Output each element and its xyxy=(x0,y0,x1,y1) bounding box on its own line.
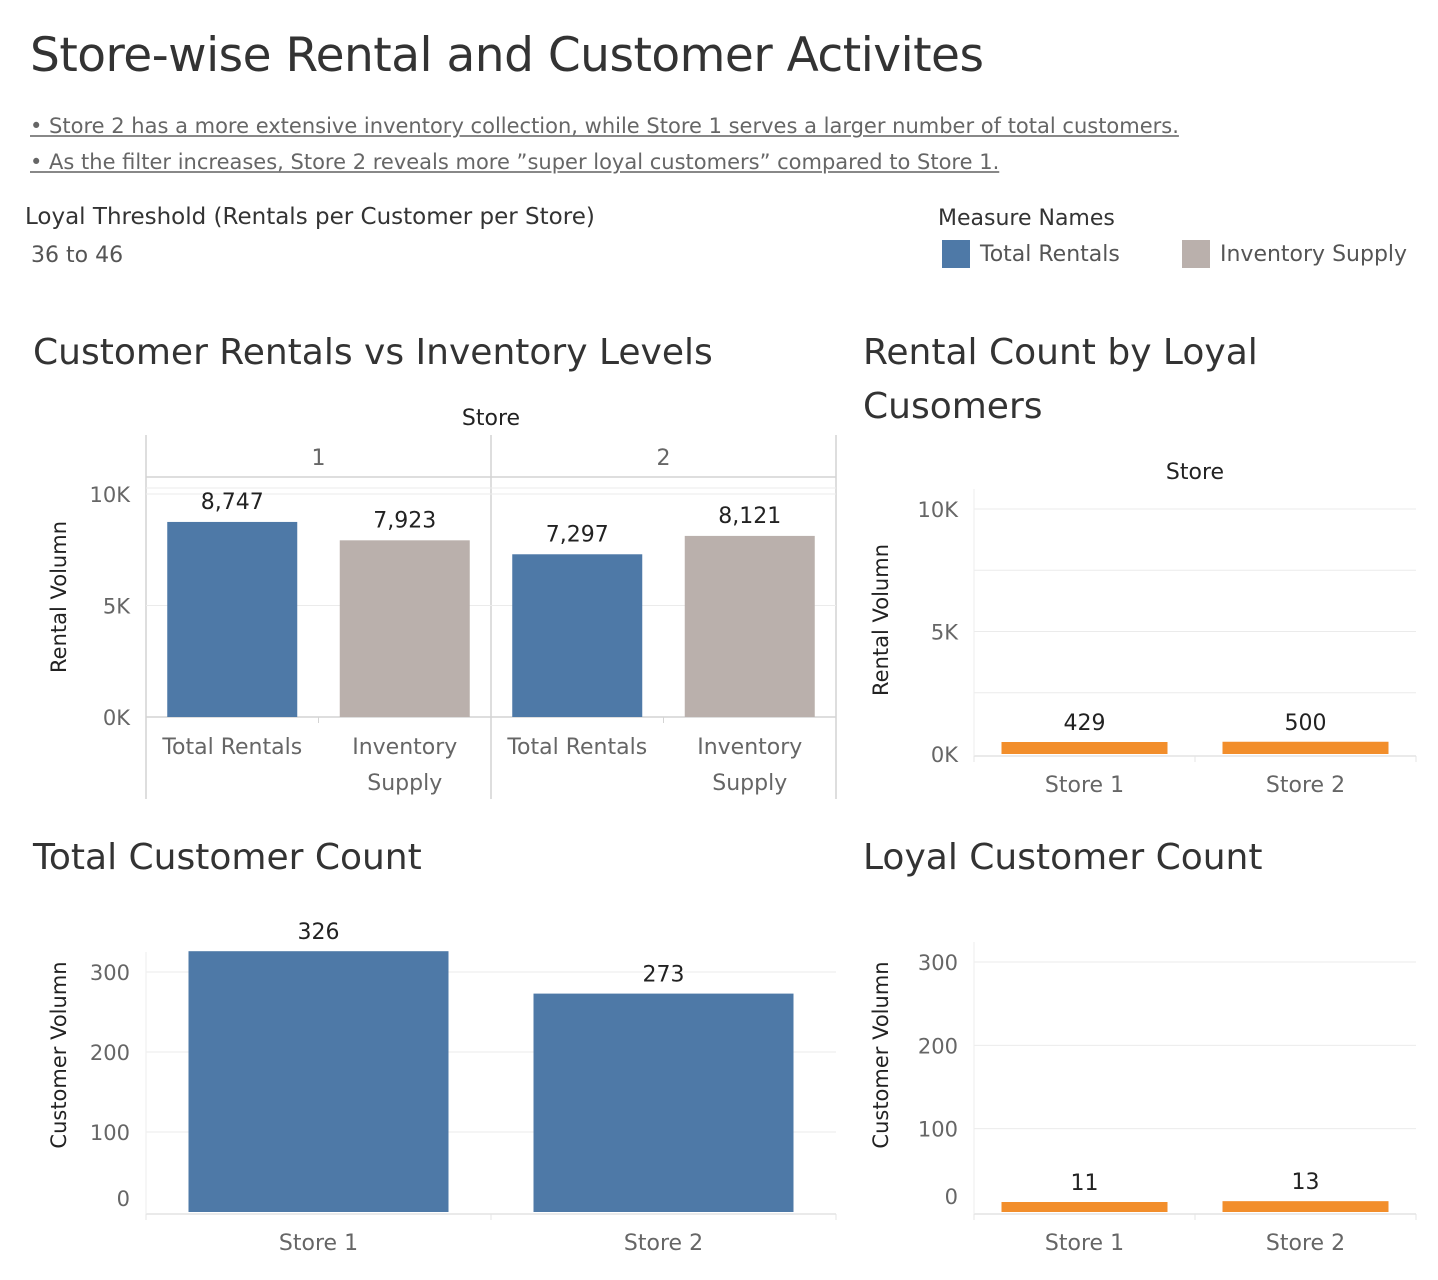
data-label: 7,923 xyxy=(373,508,436,533)
y-tick-label: 0 xyxy=(945,1185,958,1209)
panel-title-loyal-customers: Loyal Customer Count xyxy=(863,837,1263,878)
y-axis-title: Rental Volumn xyxy=(47,521,71,673)
x-tick-label: Store 1 xyxy=(1045,1231,1124,1256)
dashboard-title: Store-wise Rental and Customer Activites xyxy=(30,28,984,83)
y-axis-title: Customer Volumn xyxy=(869,961,893,1148)
data-label: 8,747 xyxy=(201,490,264,515)
x-tick-label: Supply xyxy=(367,771,442,796)
y-axis-title: Rental Volumn xyxy=(869,544,893,696)
y-tick-label: 10K xyxy=(90,483,132,507)
panel-title-loyal-rentals-line1: Rental Count by Loyal xyxy=(863,332,1258,373)
x-tick-label: Store 1 xyxy=(1045,773,1124,798)
legend-label-total-rentals: Total Rentals xyxy=(980,241,1120,267)
data-label: 7,297 xyxy=(546,522,609,547)
panel-title-rentals-vs-inventory: Customer Rentals vs Inventory Levels xyxy=(33,332,713,373)
group-header-label: 1 xyxy=(312,446,326,471)
y-tick-label: 0K xyxy=(103,706,131,730)
bar[interactable] xyxy=(1001,1202,1168,1212)
bar[interactable] xyxy=(684,535,815,717)
y-tick-label: 0 xyxy=(117,1187,130,1211)
x-tick-label: Inventory xyxy=(697,735,802,760)
y-tick-label: 300 xyxy=(90,961,130,985)
bar[interactable] xyxy=(533,993,794,1212)
y-tick-label: 300 xyxy=(918,951,958,975)
data-label: 11 xyxy=(1071,1171,1099,1196)
panel-title-loyal-rentals: Rental Count by Loyal Cusomers xyxy=(863,326,1258,434)
x-tick-label: Inventory xyxy=(352,735,457,760)
bar[interactable] xyxy=(1222,741,1389,754)
data-label: 273 xyxy=(643,963,685,988)
legend-title: Measure Names xyxy=(938,206,1115,231)
panel-title-total-customers: Total Customer Count xyxy=(33,837,422,878)
chart-loyal-rentals[interactable]: Store 0K 5K 10K Rental Volumn 429 Store 1 500 St… xyxy=(850,450,1438,820)
chart-rentals-vs-inventory[interactable]: Store 0K 5K 10K Rental Volumn 1 8,747 Total Ren… xyxy=(0,395,850,815)
bar[interactable] xyxy=(1001,742,1168,754)
data-label: 8,121 xyxy=(718,504,781,529)
x-tick-label: Total Rentals xyxy=(506,735,647,760)
legend-label-inventory-supply: Inventory Supply xyxy=(1220,241,1408,267)
column-header-store: Store xyxy=(1166,460,1224,485)
filter-label: Loyal Threshold (Rentals per Customer pe… xyxy=(25,204,595,230)
column-header-store: Store xyxy=(462,406,520,431)
legend-swatch-total-rentals xyxy=(942,240,970,268)
insight-note-1[interactable]: • Store 2 has a more extensive inventory… xyxy=(30,114,1179,138)
data-label: 13 xyxy=(1292,1170,1320,1195)
y-tick-label: 200 xyxy=(90,1041,130,1065)
x-tick-label: Total Rentals xyxy=(161,735,302,760)
x-tick-label: Store 2 xyxy=(1266,773,1345,798)
group-header-label: 2 xyxy=(657,446,671,471)
x-tick-label: Store 2 xyxy=(624,1231,703,1256)
bar[interactable] xyxy=(188,951,449,1212)
y-axis-title: Customer Volumn xyxy=(47,961,71,1148)
filter-value[interactable]: 36 to 46 xyxy=(31,243,124,268)
panel-title-loyal-rentals-line2: Cusomers xyxy=(863,386,1043,427)
y-tick-label: 0K xyxy=(931,743,959,767)
legend-item-total-rentals[interactable]: Total Rentals xyxy=(942,240,1120,268)
y-tick-label: 100 xyxy=(918,1118,958,1142)
y-tick-label: 5K xyxy=(103,595,131,619)
bar[interactable] xyxy=(512,554,643,717)
x-tick-label: Supply xyxy=(712,771,787,796)
data-label: 326 xyxy=(298,920,340,945)
x-tick-label: Store 1 xyxy=(279,1231,358,1256)
chart-loyal-customers[interactable]: 0 100 200 300 Customer Volumn 11 Store 1 13 Stor… xyxy=(850,890,1438,1270)
data-label: 429 xyxy=(1064,711,1106,736)
y-tick-label: 10K xyxy=(918,498,960,522)
legend-item-inventory-supply[interactable]: Inventory Supply xyxy=(1182,240,1407,268)
y-tick-label: 5K xyxy=(931,621,959,645)
legend-swatch-inventory-supply xyxy=(1182,240,1210,268)
x-tick-label: Store 2 xyxy=(1266,1231,1345,1256)
bar[interactable] xyxy=(1222,1201,1389,1212)
y-tick-label: 100 xyxy=(90,1121,130,1145)
data-label: 500 xyxy=(1285,711,1327,736)
bar[interactable] xyxy=(339,540,470,717)
y-tick-label: 200 xyxy=(918,1034,958,1058)
insight-note-2[interactable]: • As the filter increases, Store 2 revea… xyxy=(30,150,1000,174)
chart-total-customers[interactable]: 0 100 200 300 Customer Volumn 326 Store 1 273 St… xyxy=(0,890,850,1270)
bar[interactable] xyxy=(167,521,298,717)
